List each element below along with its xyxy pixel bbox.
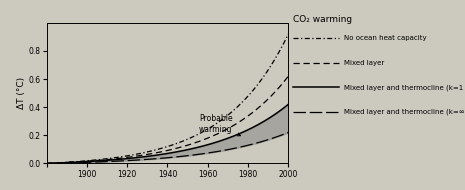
Y-axis label: ΔT (°C): ΔT (°C) [17,77,26,109]
Text: CO₂ warming: CO₂ warming [293,15,352,24]
Text: Probable
warming: Probable warming [199,114,240,136]
Text: Mixed layer: Mixed layer [344,60,385,66]
Text: Mixed layer and thermocline (k=∞): Mixed layer and thermocline (k=∞) [344,109,465,115]
Text: No ocean heat capacity: No ocean heat capacity [344,35,427,41]
Text: Mixed layer and thermocline (k=1 cm² sec⁻¹): Mixed layer and thermocline (k=1 cm² sec… [344,84,465,91]
